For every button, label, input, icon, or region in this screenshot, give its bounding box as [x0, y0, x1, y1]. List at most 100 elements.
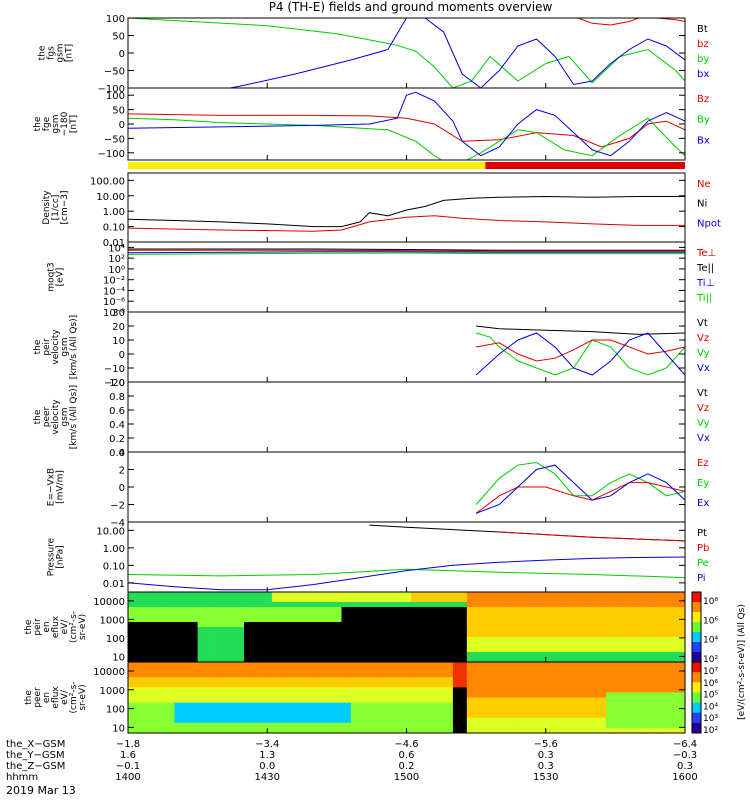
- heatmap-cell: [550, 617, 556, 623]
- heatmap-cell: [253, 642, 259, 648]
- heatmap-cell: [248, 707, 254, 714]
- heatmap-cell: [541, 682, 547, 688]
- heatmap-cell: [476, 647, 482, 653]
- heatmap-cell: [513, 607, 519, 613]
- heatmap-cell: [155, 662, 162, 668]
- heatmap-cell: [387, 727, 394, 733]
- heatmap-cell: [545, 642, 551, 648]
- heatmap-cell: [592, 592, 598, 598]
- heatmap-cell: [620, 727, 626, 733]
- heatmap-cell: [592, 727, 598, 733]
- heatmap-cell: [220, 707, 227, 714]
- heatmap-cell: [165, 612, 171, 618]
- heatmap-cell: [383, 687, 389, 694]
- heatmap-cell: [657, 702, 663, 709]
- heatmap-cell: [471, 637, 477, 643]
- heatmap-cell: [378, 702, 384, 709]
- heatmap-cell: [155, 612, 162, 618]
- heatmap-cell: [239, 652, 245, 658]
- heatmap-cell: [499, 637, 505, 643]
- heatmap-cell: [545, 722, 551, 729]
- heatmap-cell: [183, 632, 189, 638]
- heatmap-cell: [313, 607, 319, 613]
- heatmap-cell: [299, 662, 305, 668]
- heatmap-cell: [281, 717, 287, 724]
- heatmap-cell: [541, 672, 547, 678]
- heatmap-cell: [253, 677, 259, 683]
- heatmap-cell: [239, 607, 245, 613]
- heatmap-cell: [559, 647, 565, 653]
- heatmap-cell: [234, 612, 240, 618]
- heatmap-cell: [601, 702, 607, 709]
- heatmap-cell: [564, 682, 570, 688]
- heatmap-cell: [550, 717, 556, 724]
- heatmap-cell: [536, 727, 542, 733]
- heatmap-cell: [564, 697, 570, 704]
- heatmap-cell: [624, 687, 630, 694]
- heatmap-cell: [220, 672, 227, 678]
- heatmap-cell: [615, 727, 621, 733]
- heatmap-cell: [620, 677, 626, 683]
- heatmap-cell: [183, 717, 189, 724]
- heatmap-cell: [128, 697, 134, 704]
- heatmap-cell: [545, 632, 551, 638]
- heatmap-cell: [564, 652, 570, 658]
- heatmap-cell: [610, 707, 616, 714]
- heatmap-cell: [675, 642, 681, 648]
- heatmap-cell: [680, 707, 685, 714]
- heatmap-cell: [188, 602, 194, 608]
- heatmap-cell: [466, 717, 473, 724]
- heatmap-cell: [425, 697, 431, 704]
- heatmap-cell: [290, 702, 296, 709]
- heatmap-cell: [322, 682, 329, 688]
- heatmap-cell: [383, 657, 389, 662]
- heatmap-cell: [285, 592, 292, 598]
- heatmap-cell: [160, 642, 166, 648]
- heatmap-cell: [452, 652, 459, 658]
- heatmap-cell: [383, 617, 389, 623]
- heatmap-cell: [369, 702, 375, 709]
- heatmap-cell: [452, 682, 459, 688]
- heatmap-cell: [369, 622, 375, 628]
- heatmap-cell: [285, 612, 292, 618]
- heatmap-cell: [267, 617, 273, 623]
- heatmap-cell: [220, 617, 227, 623]
- heatmap-cell: [276, 597, 282, 603]
- heatmap-cell: [234, 672, 240, 678]
- y-tick-label-peer_vel-4: 0.2: [109, 434, 125, 445]
- heatmap-cell: [141, 667, 148, 673]
- heatmap-cell: [392, 722, 398, 729]
- heatmap-cell: [438, 647, 445, 653]
- heatmap-cell: [137, 642, 143, 648]
- heatmap-cell: [499, 632, 505, 638]
- heatmap-cell: [448, 687, 454, 694]
- heatmap-cell: [271, 682, 278, 688]
- heatmap-cell: [629, 622, 635, 628]
- heatmap-cell: [568, 647, 575, 653]
- heatmap-cell: [290, 617, 296, 623]
- heatmap-cell: [327, 702, 333, 709]
- heatmap-cell: [434, 592, 440, 598]
- heatmap-cell: [633, 722, 640, 729]
- heatmap-cell: [239, 612, 245, 618]
- heatmap-cell: [406, 697, 412, 704]
- heatmap-cell: [415, 617, 422, 623]
- heatmap-cell: [341, 627, 347, 633]
- heatmap-cell: [188, 707, 194, 714]
- heatmap-cell: [503, 667, 510, 673]
- heatmap-cell: [615, 672, 621, 678]
- heatmap-cell: [397, 697, 403, 704]
- heatmap-cell: [401, 712, 408, 719]
- heatmap-cell: [661, 612, 668, 618]
- heatmap-cell: [197, 647, 203, 653]
- y-tick-label-peer_vel-1: 0.8: [109, 392, 125, 403]
- heatmap-cell: [202, 692, 208, 699]
- heatmap-cell: [573, 647, 579, 653]
- heatmap-cell: [350, 617, 357, 623]
- heatmap-cell: [485, 632, 491, 638]
- heatmap-cell: [620, 597, 626, 603]
- heatmap-cell: [128, 632, 134, 638]
- heatmap-cell: [503, 682, 510, 688]
- heatmap-cell: [499, 617, 505, 623]
- heatmap-cell: [671, 722, 677, 729]
